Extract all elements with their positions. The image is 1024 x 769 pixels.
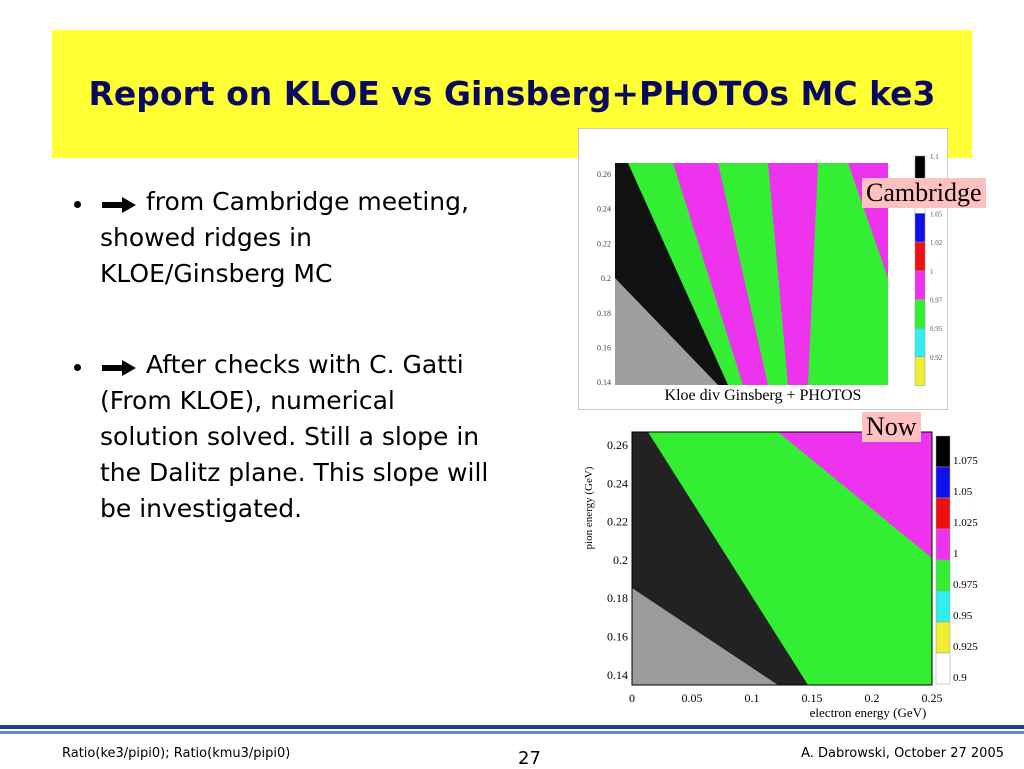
y-tick-label: 0.24	[607, 476, 628, 490]
colorbar-segment	[935, 559, 951, 592]
colorbar-label: 0.925	[953, 641, 978, 653]
colorbar-label: 1	[930, 268, 934, 276]
heatmap-region	[615, 278, 718, 385]
colorbar-label: 0.97	[930, 297, 943, 305]
heatmap-region	[673, 163, 768, 385]
y-tick-label: 0.26	[597, 170, 611, 179]
plot-tag: Now	[862, 412, 921, 442]
colorbar-segment	[914, 241, 926, 272]
colorbar-segment	[935, 497, 951, 530]
colorbar-segment	[914, 213, 926, 243]
colorbar-label: 1.025	[953, 517, 978, 529]
x-tick-label: 0.2	[865, 691, 880, 705]
y-tick-label: 0.14	[607, 668, 628, 682]
y-tick-label: 0.16	[607, 630, 628, 644]
colorbar-segment	[935, 528, 951, 561]
colorbar-label: 0.95	[953, 610, 973, 622]
y-tick-label: 0.22	[597, 239, 611, 248]
x-tick-label: 0	[629, 691, 635, 705]
arrow-icon	[102, 360, 136, 376]
colorbar: 1.075 1.05 1.025 1 0.975 0.95 0.925 0.9	[935, 435, 978, 685]
colorbar-segment	[935, 590, 951, 623]
y-tick-label: 0.14	[597, 378, 611, 387]
x-tick-label: 0.1	[745, 691, 760, 705]
bullet-dot	[74, 364, 81, 371]
heatmap-region	[778, 432, 932, 558]
y-tick-label: 0.16	[597, 344, 611, 353]
bullet-text: from Cambridge meeting, showed ridges in…	[100, 187, 469, 288]
x-tick-label: 0.15	[802, 691, 823, 705]
colorbar-label: 0.92	[930, 354, 943, 362]
colorbar-label: 1.02	[930, 239, 943, 247]
y-tick-label: 0.18	[607, 591, 628, 605]
bullet-text: After checks with C. Gatti (From KLOE), …	[100, 350, 489, 523]
colorbar-label: 0.9	[953, 672, 967, 684]
colorbar-segment	[914, 356, 926, 386]
colorbar-segment	[935, 652, 951, 685]
x-tick-label: 0.25	[922, 691, 943, 705]
footer-rule	[0, 731, 1024, 734]
page-number: 27	[518, 748, 541, 769]
colorbar-segment	[914, 270, 926, 300]
heatmap-region	[768, 163, 818, 385]
colorbar-segment	[914, 299, 926, 329]
plot-title: Kloe div Ginsberg + PHOTOS	[665, 387, 862, 404]
colorbar-label: 0.975	[953, 579, 978, 591]
y-tick-label: 0.2	[601, 274, 611, 283]
colorbar-segment	[935, 621, 951, 654]
heatmap-region	[632, 588, 778, 685]
y-tick-label: 0.22	[607, 515, 628, 529]
footer-left: Ratio(ke3/pipi0); Ratio(kmu3/pipi0)	[62, 746, 291, 761]
plot-axes	[631, 431, 933, 686]
colorbar-segment	[935, 435, 951, 468]
y-axis-label: pion energy (GeV)	[583, 466, 595, 549]
footer-rule	[0, 725, 1024, 729]
colorbar-label: 0.95	[930, 325, 943, 333]
x-tick-label: 0.05	[682, 691, 703, 705]
y-tick-label: 0.18	[597, 309, 611, 318]
y-tick-label: 0.2	[613, 553, 628, 567]
plot-image: 1.075 1.05 1.025 1 0.975 0.95 0.925 0.9 0.26 0.2…	[578, 418, 978, 722]
colorbar-label: 1.05	[953, 486, 973, 498]
arrow-icon	[102, 197, 136, 213]
footer-right: A. Dabrowski, October 27 2005	[801, 746, 1004, 761]
bullet-dot	[74, 201, 81, 208]
slide-title: Report on KLOE vs Ginsberg+PHOTOs MC ke3	[88, 74, 936, 113]
colorbar-segment	[935, 466, 951, 499]
y-tick-label: 0.24	[597, 205, 611, 214]
colorbar-label: 1	[953, 548, 959, 560]
colorbar-segment	[914, 327, 926, 358]
colorbar-label: 1.1	[930, 153, 939, 161]
y-tick-label: 0.26	[607, 438, 628, 452]
colorbar-label: 1.075	[953, 455, 978, 467]
plot-tag: Cambridge	[862, 178, 986, 208]
x-axis-label: electron energy (GeV)	[810, 705, 927, 720]
colorbar-label: 1.05	[930, 210, 943, 218]
